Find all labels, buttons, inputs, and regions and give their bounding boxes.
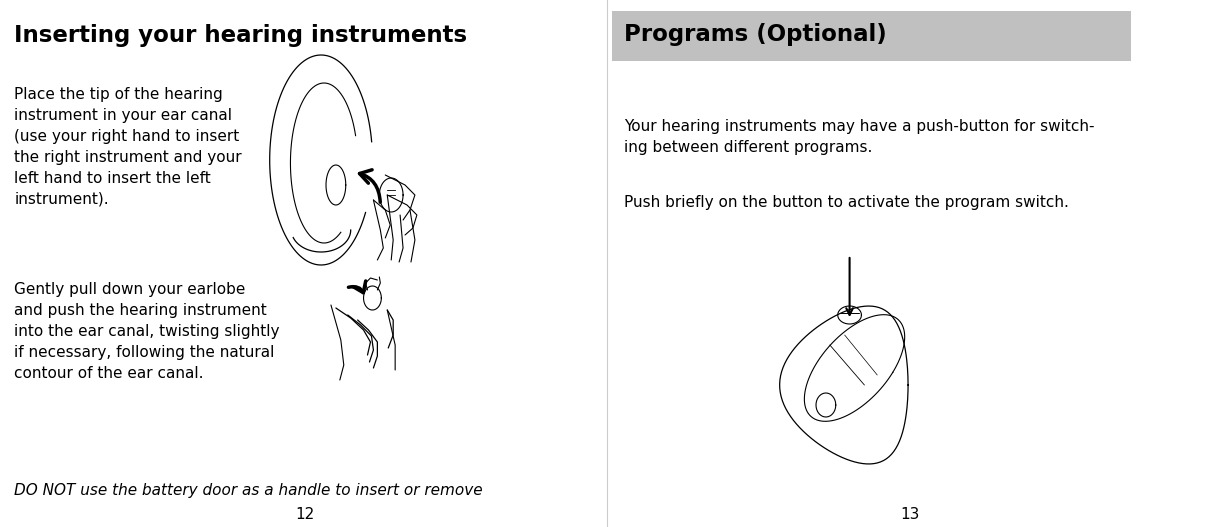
Text: Your hearing instruments may have a push-button for switch-
ing between differen: Your hearing instruments may have a push… [625, 119, 1094, 154]
Text: DO NOT use the battery door as a handle to insert or remove: DO NOT use the battery door as a handle … [15, 483, 483, 498]
Text: Place the tip of the hearing
instrument in your ear canal
(use your right hand t: Place the tip of the hearing instrument … [15, 87, 242, 207]
Text: Programs (Optional): Programs (Optional) [625, 23, 887, 46]
Text: 13: 13 [900, 507, 920, 522]
FancyBboxPatch shape [612, 11, 1160, 61]
FancyBboxPatch shape [1131, 11, 1205, 61]
FancyArrowPatch shape [349, 281, 366, 292]
Text: Push briefly on the button to activate the program switch.: Push briefly on the button to activate t… [625, 195, 1069, 210]
FancyArrowPatch shape [360, 170, 381, 202]
Text: Inserting your hearing instruments: Inserting your hearing instruments [15, 24, 467, 47]
Text: Gently pull down your earlobe
and push the hearing instrument
into the ear canal: Gently pull down your earlobe and push t… [15, 282, 279, 381]
Text: 12: 12 [295, 507, 315, 522]
